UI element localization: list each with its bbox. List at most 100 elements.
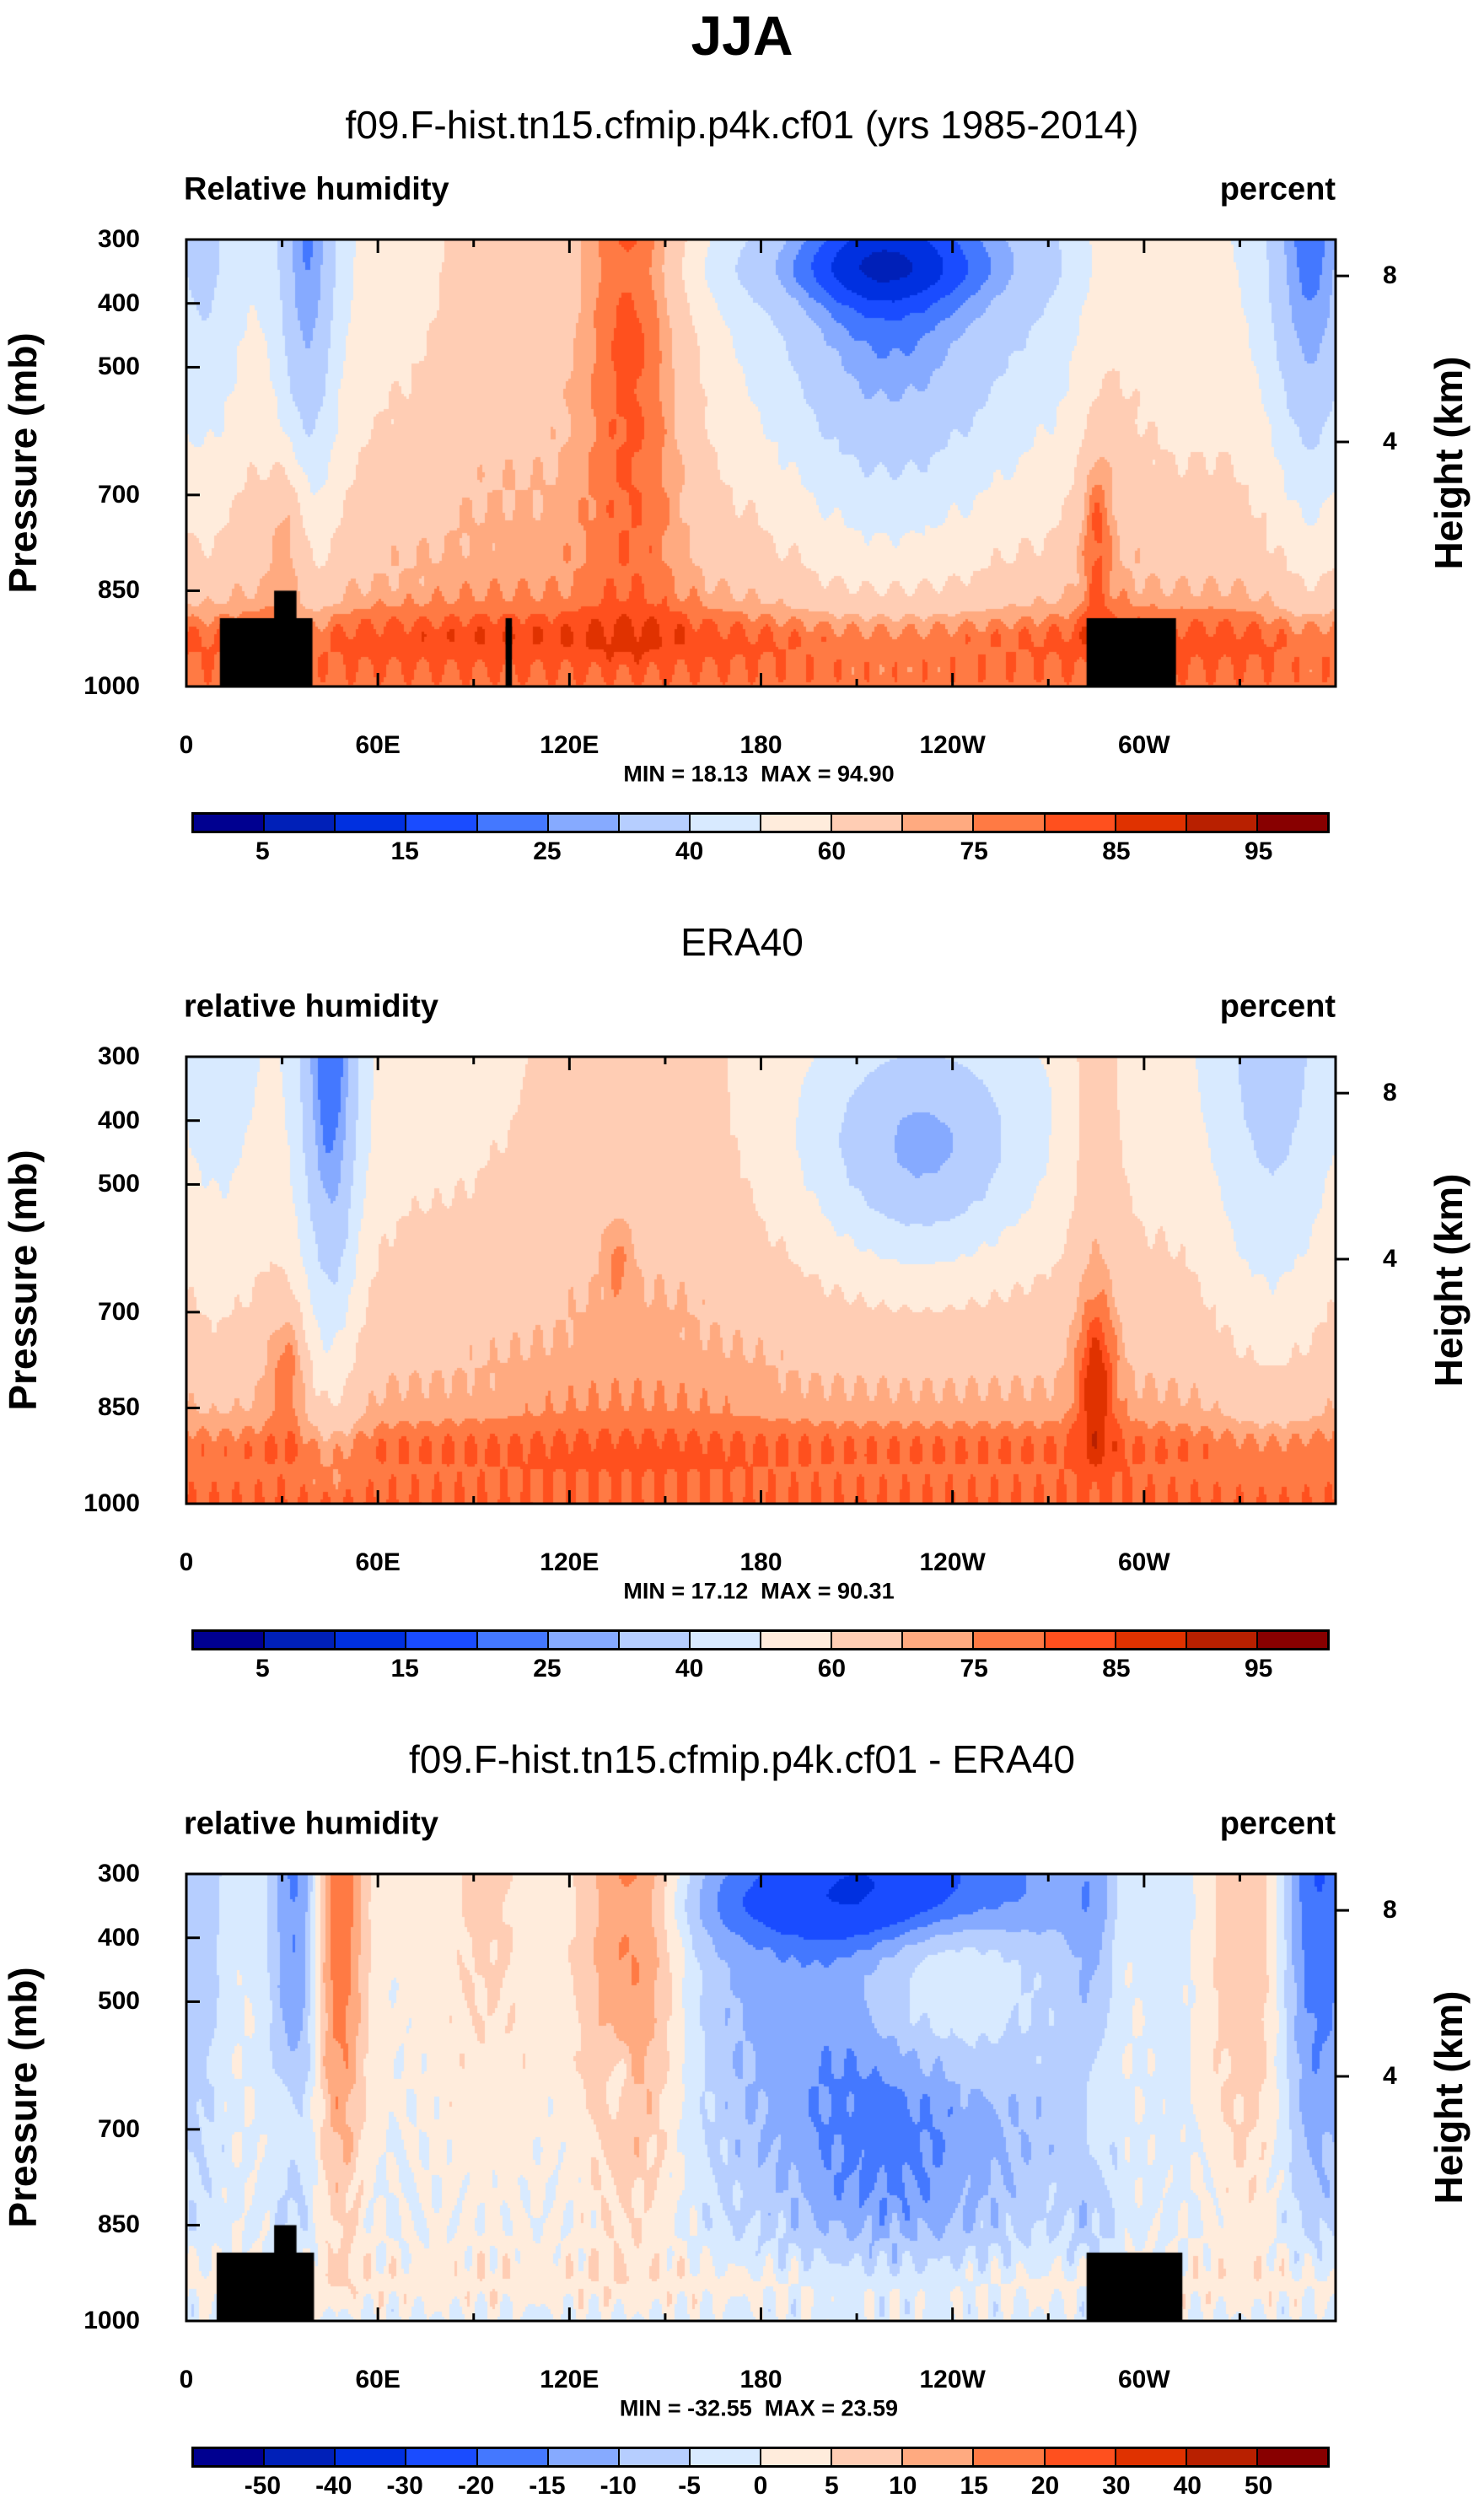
y-tick-label: 1000 (83, 2307, 140, 2334)
plot-frame (185, 238, 1349, 688)
plot-border (185, 238, 1337, 688)
min-max-text: MIN = 17.12 MAX = 90.31 (623, 1578, 895, 1604)
y-tick-label: 300 (97, 225, 140, 253)
x-tick-label: 180 (739, 731, 782, 759)
colorbar-swatch (194, 815, 266, 831)
colorbar-swatch (690, 815, 761, 831)
colorbar-label: 75 (960, 837, 988, 865)
colorbar-swatch (619, 2449, 691, 2465)
plot-border (185, 1872, 1337, 2323)
x-tick-label: 60W (1117, 731, 1170, 759)
colorbar-swatch (1045, 2449, 1116, 2465)
contour-field (186, 240, 1336, 686)
y-axis-right-label: Height (km) (1427, 1990, 1471, 2205)
y-tick-label: 300 (97, 1860, 140, 1887)
colorbar-swatch (974, 815, 1046, 831)
colorbar-swatch (619, 815, 691, 831)
colorbar-swatch (903, 2449, 975, 2465)
colorbar-label: -20 (457, 2472, 495, 2500)
colorbar-label: -5 (678, 2472, 701, 2500)
x-tick-label: 0 (179, 1548, 194, 1576)
colorbar-label: 25 (533, 837, 562, 865)
x-tick-label: 180 (739, 2366, 782, 2393)
contour-field (186, 1057, 1336, 1504)
panel-title: f09.F-hist.tn15.cfmip.p4k.cf01 (yrs 1985… (345, 103, 1139, 147)
colorbar-swatch (406, 815, 478, 831)
colorbar-label: 0 (753, 2472, 768, 2500)
colorbar-label: 10 (889, 2472, 917, 2500)
colorbar-swatch (903, 815, 975, 831)
x-tick-label: 60E (355, 2366, 401, 2393)
x-tick-label: 60E (355, 1548, 401, 1576)
colorbar (191, 812, 1330, 833)
colorbar-swatch (690, 1632, 761, 1648)
colorbar-label: 15 (960, 2472, 988, 2500)
colorbar-swatch (477, 2449, 549, 2465)
colorbar-label: 15 (390, 837, 419, 865)
colorbar-label: 60 (817, 837, 847, 865)
colorbar-label: -15 (529, 2472, 566, 2500)
colorbar-label: 40 (675, 1655, 704, 1683)
colorbar-swatch (1257, 2449, 1327, 2465)
colorbar-swatch (477, 815, 549, 831)
colorbar-label: 95 (1244, 1655, 1273, 1683)
colorbar-swatch (974, 1632, 1046, 1648)
colorbar-label: 5 (255, 1655, 270, 1683)
colorbar-swatch (548, 2449, 620, 2465)
colorbar-swatch (1116, 815, 1187, 831)
x-tick-label: 60W (1117, 1548, 1170, 1576)
y-tick-label: 850 (97, 1393, 140, 1422)
y-tick-label: 1000 (83, 1489, 140, 1517)
colorbar-swatch (761, 815, 833, 831)
colorbar-label: 75 (960, 1655, 988, 1683)
variable-label: relative humidity (184, 988, 438, 1025)
plot-frame (185, 1872, 1349, 2323)
colorbar-label: 30 (1102, 2472, 1131, 2500)
colorbar-swatch (406, 1632, 478, 1648)
height-tick-label: 8 (1383, 1079, 1397, 1107)
y-tick-label: 500 (97, 1987, 140, 2016)
y-axis-label: Pressure (mb) (1, 1967, 45, 2228)
panel-title: ERA40 (680, 920, 804, 964)
y-axis-right-label: Height (km) (1427, 356, 1471, 570)
x-tick-label: 0 (179, 731, 194, 759)
colorbar-swatch (1045, 815, 1116, 831)
x-tick-label: 120W (919, 1548, 986, 1576)
colorbar-swatch (265, 2449, 336, 2465)
colorbar-swatch (690, 2449, 761, 2465)
x-tick-label: 0 (179, 2366, 194, 2393)
colorbar-label: 15 (390, 1655, 419, 1683)
y-tick-label: 700 (97, 1297, 140, 1326)
colorbar-swatch (336, 2449, 407, 2465)
height-tick-label: 4 (1383, 428, 1397, 455)
plot-frame (185, 1055, 1349, 1505)
x-tick-label: 60W (1117, 2366, 1170, 2393)
colorbar-label: -10 (600, 2472, 637, 2500)
units-label: percent (1219, 1806, 1336, 1842)
y-tick-label: 850 (97, 2210, 140, 2239)
min-max-text: MIN = -32.55 MAX = 23.59 (619, 2395, 899, 2421)
colorbar-swatch (265, 1632, 336, 1648)
colorbar-swatch (761, 1632, 833, 1648)
colorbar-swatch (1045, 1632, 1116, 1648)
colorbar-label: -50 (244, 2472, 282, 2500)
colorbar-label: 85 (1102, 837, 1131, 865)
variable-label: relative humidity (184, 1806, 438, 1842)
height-tick-label: 8 (1383, 261, 1397, 290)
colorbar-swatch (1116, 1632, 1187, 1648)
y-tick-label: 300 (97, 1042, 140, 1070)
colorbar-swatch (974, 2449, 1046, 2465)
colorbar-swatch (477, 1632, 549, 1648)
colorbar-swatch (406, 2449, 478, 2465)
variable-label: Relative humidity (184, 171, 449, 207)
main-title: JJA (691, 4, 793, 67)
x-tick-label: 60E (355, 731, 401, 759)
colorbar (191, 2447, 1330, 2468)
units-label: percent (1219, 171, 1336, 207)
panel-title: f09.F-hist.tn15.cfmip.p4k.cf01 - ERA40 (408, 1737, 1076, 1781)
x-tick-label: 120E (540, 1548, 600, 1576)
colorbar-label: 50 (1244, 2472, 1273, 2500)
x-tick-label: 120W (919, 731, 986, 759)
colorbar-label: -30 (386, 2472, 423, 2500)
colorbar-swatch (1186, 815, 1258, 831)
